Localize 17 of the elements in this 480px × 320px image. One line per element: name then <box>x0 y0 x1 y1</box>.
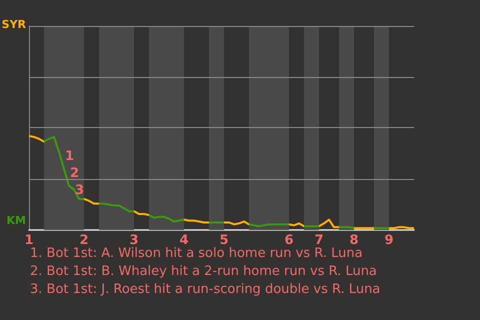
x-tick-label: 4 <box>179 233 189 248</box>
x-tick-label: 1 <box>24 233 34 248</box>
annotation: 2 <box>70 166 80 181</box>
x-tick-label: 5 <box>219 233 229 248</box>
x-tick-label: 9 <box>384 233 394 248</box>
text: 2. Bot 1st: B. Whaley hit a 2-run home run vs R. Luna <box>30 264 377 279</box>
x-tick-label: 6 <box>284 233 294 248</box>
x-tick-label: 8 <box>349 233 359 248</box>
annotation: 1 <box>65 148 74 164</box>
x-tick-label: 7 <box>314 233 324 248</box>
text: 3. Bot 1st: J. Roest hit a run-scoring double vs R. Luna <box>30 282 380 297</box>
x-tick-label: 3 <box>129 233 139 248</box>
text: KM <box>6 214 26 227</box>
text: SYR <box>2 18 27 31</box>
text: 1. Bot 1st: A. Wilson hit a solo home run vs R. Luna <box>30 246 363 261</box>
annotation: 3 <box>75 182 84 198</box>
x-tick-label: 2 <box>79 233 89 248</box>
